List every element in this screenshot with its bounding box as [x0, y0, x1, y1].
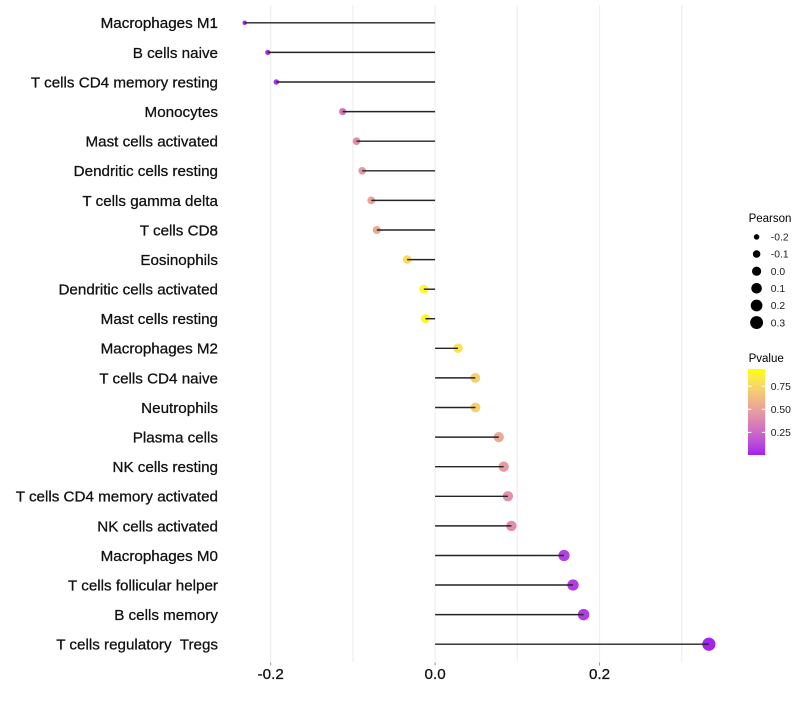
svg-text:B cells memory: B cells memory: [114, 607, 218, 624]
svg-text:B cells naive: B cells naive: [133, 45, 218, 62]
svg-text:0.2: 0.2: [589, 666, 610, 683]
svg-text:Monocytes: Monocytes: [145, 104, 219, 121]
svg-text:Pvalue: Pvalue: [749, 353, 784, 365]
svg-text:T cells gamma delta: T cells gamma delta: [82, 193, 218, 210]
svg-text:Dendritic cells resting: Dendritic cells resting: [74, 163, 218, 180]
svg-text:0.3: 0.3: [771, 318, 786, 329]
svg-text:T cells CD4 memory activated: T cells CD4 memory activated: [16, 489, 218, 506]
svg-text:T cells CD4 naive: T cells CD4 naive: [99, 370, 218, 387]
svg-text:0.25: 0.25: [771, 428, 791, 439]
svg-text:Eosinophils: Eosinophils: [140, 252, 218, 269]
svg-text:-0.2: -0.2: [258, 666, 284, 683]
svg-text:0.50: 0.50: [771, 405, 791, 416]
svg-text:Neutrophils: Neutrophils: [141, 400, 218, 417]
svg-text:NK cells activated: NK cells activated: [97, 518, 218, 535]
svg-text:Dendritic cells activated: Dendritic cells activated: [58, 282, 218, 299]
svg-text:0.75: 0.75: [771, 382, 791, 393]
svg-text:Plasma cells: Plasma cells: [133, 430, 219, 447]
svg-text:T cells CD4 memory resting: T cells CD4 memory resting: [31, 74, 218, 91]
svg-text:T cells regulatory Tregs: T cells regulatory Tregs: [56, 637, 218, 654]
svg-text:Macrophages M2: Macrophages M2: [101, 341, 218, 358]
svg-text:Macrophages M1: Macrophages M1: [101, 15, 218, 32]
svg-text:0.1: 0.1: [771, 284, 786, 295]
svg-text:0.0: 0.0: [425, 666, 446, 683]
svg-text:0.0: 0.0: [771, 267, 786, 278]
svg-text:T cells CD8: T cells CD8: [140, 222, 218, 239]
svg-text:NK cells resting: NK cells resting: [112, 459, 218, 476]
svg-text:T cells follicular helper: T cells follicular helper: [68, 577, 218, 594]
svg-text:-0.1: -0.1: [771, 250, 789, 261]
svg-text:-0.2: -0.2: [771, 233, 789, 244]
svg-text:Macrophages M0: Macrophages M0: [101, 548, 218, 565]
svg-text:Pearson: Pearson: [749, 213, 792, 225]
svg-text:Mast cells activated: Mast cells activated: [85, 134, 218, 151]
svg-text:0.2: 0.2: [771, 301, 786, 312]
svg-text:Mast cells resting: Mast cells resting: [101, 311, 218, 328]
